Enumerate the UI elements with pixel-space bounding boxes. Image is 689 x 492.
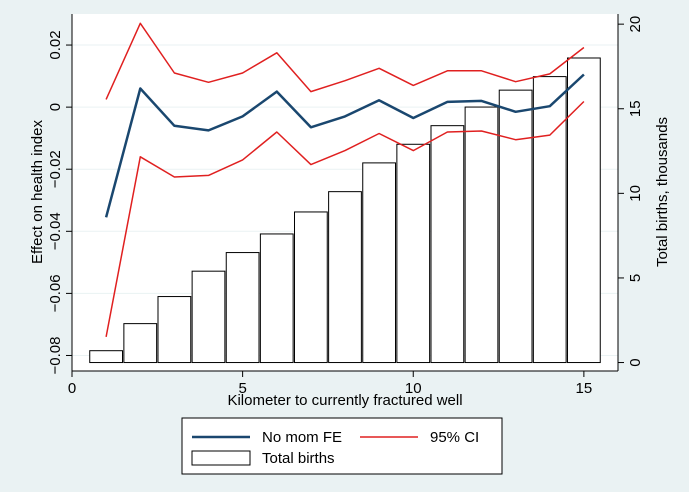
bar-total-births-10	[396, 143, 431, 364]
bar-total-births-2	[123, 323, 158, 364]
y-right-tick-label-20: 20	[627, 16, 644, 33]
y-left-tick-label-3: −0.02	[47, 150, 64, 188]
bar-total-births-6	[259, 233, 294, 364]
y-axis-left-title: Effect on health index	[29, 120, 46, 264]
bar-total-births-7	[293, 211, 328, 364]
y-left-tick-label-0: −0.08	[47, 336, 64, 374]
y-right-tick-label-5: 5	[627, 274, 644, 282]
bar-total-births-3	[157, 296, 192, 364]
legend: No mom FE 95% CI Total births	[181, 417, 503, 475]
bar-total-births-15	[566, 57, 601, 364]
legend-label-no-mom-fe: No mom FE	[262, 429, 342, 446]
y-right-tick-label-0: 0	[627, 358, 644, 366]
bar-total-births-1	[89, 350, 124, 364]
x-tick-label-10: 10	[405, 380, 422, 397]
y-left-tick-label-5: 0.02	[47, 30, 64, 59]
y-right-tick-label-10: 10	[627, 185, 644, 202]
x-tick-label-15: 15	[576, 380, 593, 397]
bar-total-births-11	[430, 125, 465, 364]
x-tick-label-5: 5	[238, 380, 246, 397]
legend-label-95-ci: 95% CI	[430, 429, 479, 446]
bar-total-births-12	[464, 106, 499, 364]
line-95-ci-lower	[105, 100, 585, 338]
legend-swatch-total-births	[191, 450, 251, 466]
series-lines	[104, 22, 585, 338]
bar-total-births-13	[498, 89, 533, 364]
line-95-ci-upper	[105, 22, 585, 100]
bar-total-births-4	[191, 270, 226, 364]
bars-total-births	[89, 57, 601, 364]
bar-total-births-5	[225, 252, 260, 364]
y-left-tick-label-1: −0.06	[47, 274, 64, 312]
y-left-tick-label-2: −0.04	[47, 212, 64, 250]
line-no-mom-fe	[104, 73, 585, 218]
y-left-tick-label-4: 0	[47, 103, 64, 111]
bar-total-births-9	[362, 162, 397, 364]
axes	[71, 14, 619, 372]
x-tick-label-0: 0	[68, 380, 76, 397]
x-axis-title: Kilometer to currently fractured well	[227, 392, 462, 409]
legend-box	[181, 417, 503, 475]
bar-total-births-14	[532, 76, 567, 364]
y-right-tick-label-15: 15	[627, 100, 644, 117]
legend-label-total-births: Total births	[262, 450, 335, 467]
y-axis-right-title: Total births, thousands	[654, 117, 671, 267]
bar-total-births-8	[328, 191, 362, 364]
tick-marks-and-labels: 0 5 10 15 −0.08 −0.06 −0.04 −0.02 0 0.02 0 5 10 15 20	[47, 16, 644, 397]
